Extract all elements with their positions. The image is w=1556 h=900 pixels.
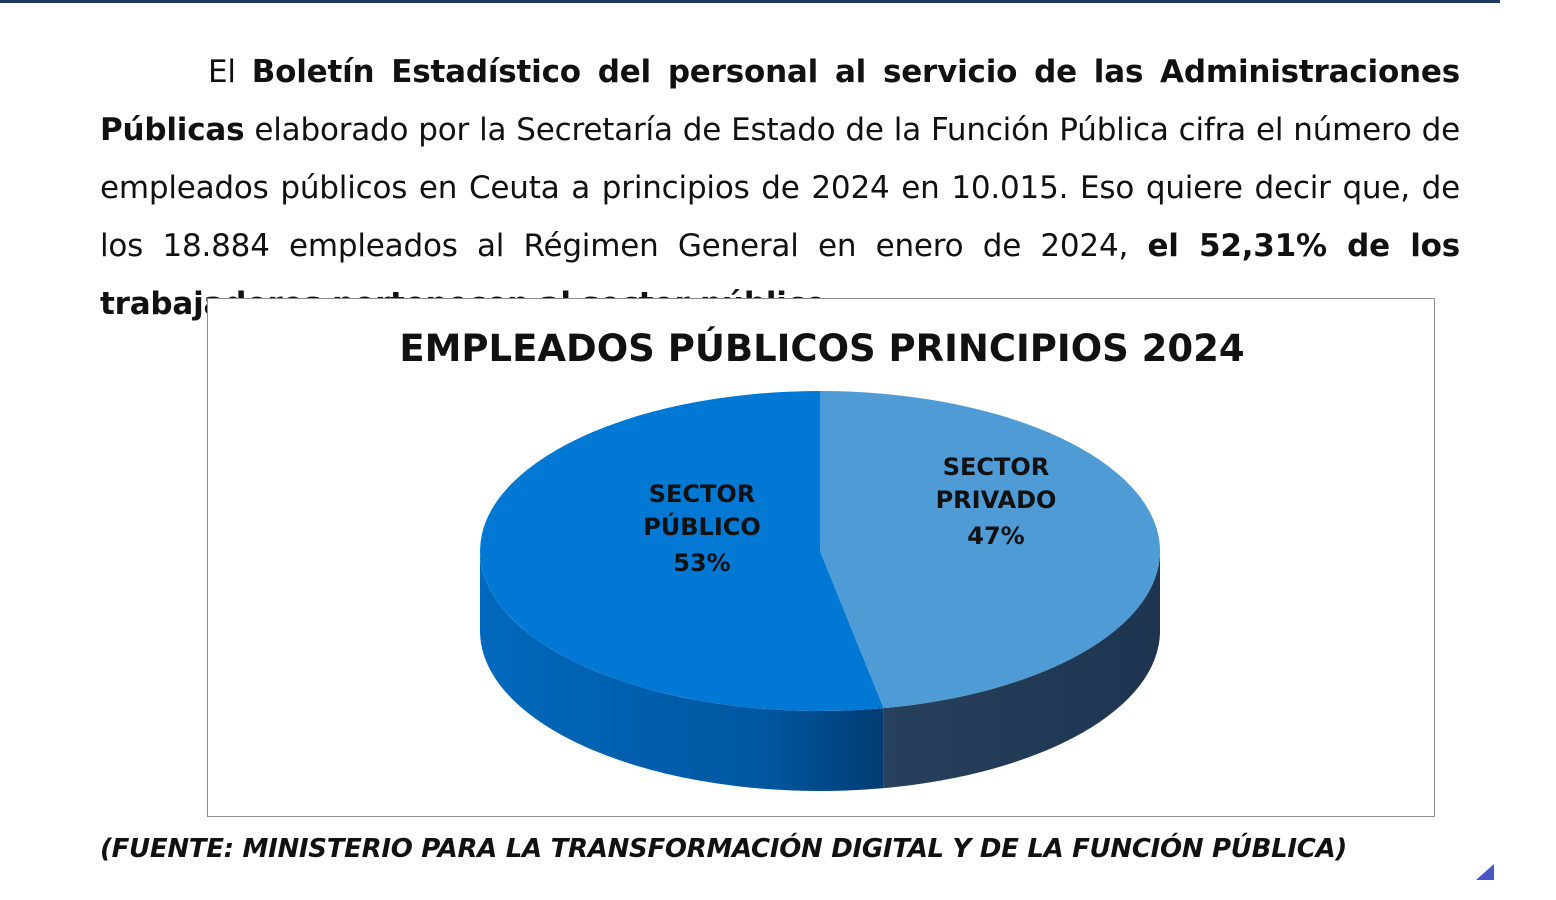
slice-label-publico-line2: PÚBLICO	[643, 511, 761, 541]
source-caption: (FUENTE: MINISTERIO PARA LA TRANSFORMACI…	[100, 834, 1347, 864]
slice-side-privado	[883, 551, 1160, 789]
slice-side-publico	[480, 551, 884, 792]
slice-label-privado-line2: PRIVADO	[936, 486, 1057, 514]
slice-label-privado-line1: SECTOR	[943, 453, 1050, 481]
intro-bold-1: Boletín Estadístico del personal al serv…	[100, 54, 1460, 148]
slice-label-publico-percent: 53%	[673, 549, 730, 577]
slice-publico	[480, 391, 884, 711]
slice-label-publico: SECTOR PÚBLICO 53%	[643, 480, 761, 577]
intro-paragraph: El Boletín Estadístico del personal al s…	[100, 43, 1460, 333]
intro-text-2: elaborado por la Secretaría de Estado de…	[100, 112, 1460, 264]
top-rule	[0, 0, 1500, 3]
slice-privado	[820, 391, 1161, 709]
intro-text-1: El	[208, 54, 252, 90]
corner-marker	[1476, 864, 1494, 880]
pie-chart-svg: EMPLEADOS PÚBLICOS PRINCIPIOS 2024 SECTO…	[399, 326, 1245, 792]
slice-label-privado: SECTOR PRIVADO 47%	[936, 453, 1057, 550]
slice-label-publico-line1: SECTOR	[649, 480, 756, 508]
pie-chart: EMPLEADOS PÚBLICOS PRINCIPIOS 2024 SECTO…	[207, 298, 1435, 817]
pie-layer	[480, 391, 1161, 792]
slice-label-privado-percent: 47%	[967, 522, 1024, 550]
chart-title: EMPLEADOS PÚBLICOS PRINCIPIOS 2024	[399, 326, 1244, 370]
